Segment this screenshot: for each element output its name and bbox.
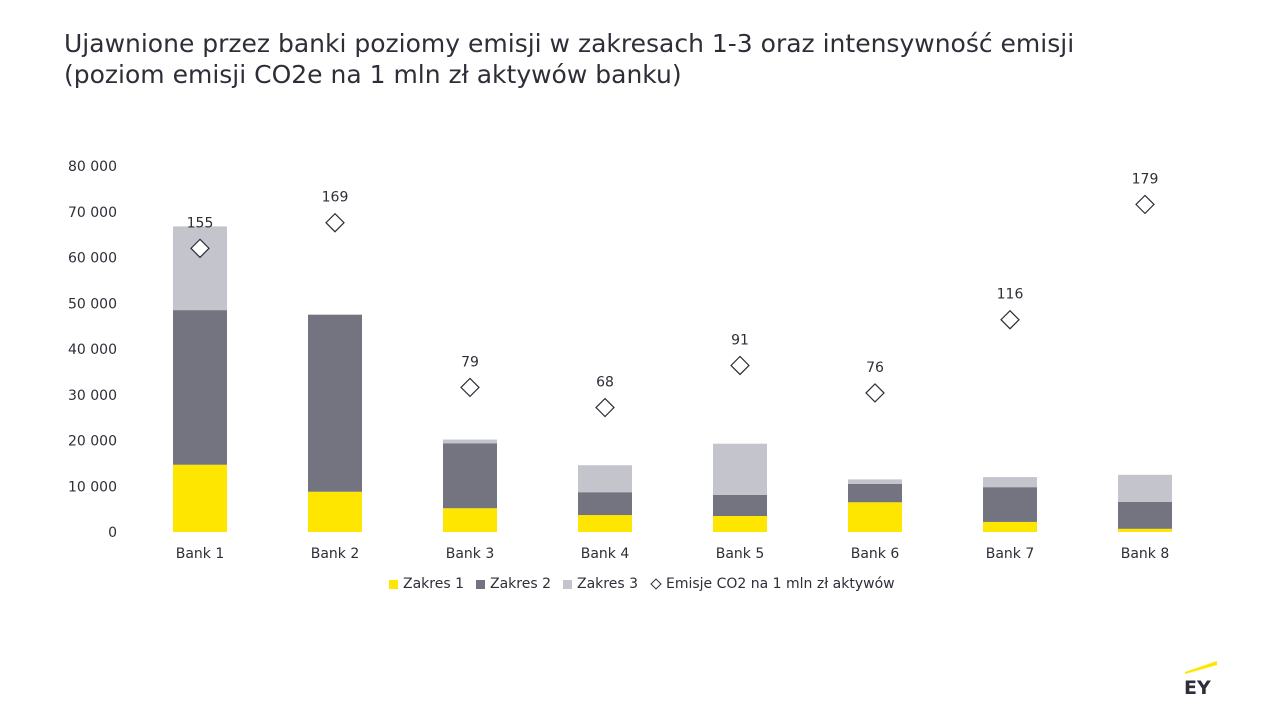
- legend-item-zakres-2: Zakres 2: [476, 576, 551, 592]
- bar-segment-zakres-3: [1118, 474, 1172, 502]
- bar-segment-zakres-3: [713, 443, 767, 495]
- bar-segment-zakres-1: [848, 502, 902, 532]
- diamond-marker: [190, 238, 210, 259]
- marker-data-label: 169: [322, 190, 349, 206]
- bar-segment-zakres-1: [578, 515, 632, 532]
- diamond-marker: [460, 377, 480, 398]
- legend-label-zakres-2: Zakres 2: [490, 576, 551, 592]
- diamond-marker: [1000, 309, 1020, 330]
- x-category-label: Bank 6: [851, 546, 900, 562]
- bar-segment-zakres-2: [848, 483, 902, 503]
- ey-logo: EY: [1184, 661, 1217, 696]
- ey-logo-beam: [1185, 661, 1217, 674]
- y-tick-label: 50 000: [68, 296, 117, 312]
- y-tick-label: 10 000: [68, 479, 117, 495]
- legend-item-emisje: Emisje CO2 na 1 mln zł aktywów: [650, 576, 895, 592]
- y-tick-label: 60 000: [68, 251, 117, 267]
- bar-segment-zakres-2: [578, 492, 632, 516]
- legend-item-zakres-3: Zakres 3: [563, 576, 638, 592]
- legend-item-zakres-1: Zakres 1: [389, 576, 464, 592]
- y-tick-label: 70 000: [68, 205, 117, 221]
- x-category-label: Bank 8: [1121, 546, 1170, 562]
- bar-segment-zakres-1: [713, 515, 767, 532]
- chart-title-line-2: (poziom emisji CO2e na 1 mln zł aktywów …: [64, 60, 682, 89]
- legend-label-emisje: Emisje CO2 na 1 mln zł aktywów: [666, 576, 895, 592]
- bar-segment-zakres-3: [443, 439, 497, 444]
- y-tick-label: 30 000: [68, 388, 117, 404]
- bar-segment-zakres-3: [983, 477, 1037, 488]
- marker-data-label: 91: [731, 332, 749, 348]
- diamond-marker: [730, 355, 750, 376]
- diamond-marker: [865, 383, 885, 403]
- bar-segment-zakres-3: [848, 479, 902, 484]
- chart-legend: Zakres 1 Zakres 2 Zakres 3 Emisje CO2 na…: [389, 575, 907, 593]
- chart-title-line-1: Ujawnione przez banki poziomy emisji w z…: [64, 29, 1075, 58]
- legend-swatch-zakres-2: [476, 579, 485, 589]
- marker-data-label: 155: [187, 215, 214, 231]
- marker-data-label: 116: [997, 287, 1024, 303]
- legend-swatch-zakres-3: [563, 579, 572, 589]
- x-category-label: Bank 2: [311, 546, 360, 562]
- diamond-marker: [595, 397, 615, 418]
- ey-logo-text: EY: [1184, 677, 1211, 696]
- bar-segment-zakres-1: [1118, 528, 1172, 532]
- bar-segment-zakres-1: [173, 464, 227, 532]
- y-tick-label: 80 000: [68, 159, 117, 175]
- x-category-label: Bank 1: [176, 546, 225, 562]
- bar-segment-zakres-2: [1118, 501, 1172, 529]
- legend-swatch-zakres-1: [389, 579, 398, 589]
- bar-segment-zakres-2: [173, 310, 227, 465]
- legend-label-zakres-1: Zakres 1: [403, 576, 464, 592]
- chart-title: Ujawnione przez banki poziomy emisji w z…: [64, 28, 1214, 90]
- x-category-label: Bank 3: [446, 546, 495, 562]
- marker-data-label: 68: [596, 375, 614, 391]
- marker-data-label: 79: [461, 354, 479, 370]
- diamond-marker: [325, 212, 345, 233]
- y-tick-label: 40 000: [68, 342, 117, 358]
- bar-segment-zakres-1: [308, 491, 362, 532]
- legend-label-zakres-3: Zakres 3: [577, 576, 638, 592]
- marker-data-label: 76: [866, 360, 884, 376]
- bar-segment-zakres-2: [308, 314, 362, 492]
- x-category-label: Bank 5: [716, 546, 765, 562]
- legend-diamond-icon: [650, 578, 662, 590]
- bar-segment-zakres-2: [443, 443, 497, 509]
- bar-segment-zakres-3: [578, 465, 632, 493]
- x-category-label: Bank 4: [581, 546, 630, 562]
- x-category-label: Bank 7: [986, 546, 1035, 562]
- marker-data-label: 179: [1132, 171, 1159, 187]
- bar-segment-zakres-1: [443, 508, 497, 532]
- bar-segment-zakres-2: [983, 487, 1037, 522]
- y-tick-label: 0: [108, 525, 117, 541]
- y-tick-label: 20 000: [68, 434, 117, 450]
- bar-segment-zakres-2: [713, 494, 767, 516]
- diamond-marker: [1135, 194, 1155, 215]
- bar-segment-zakres-1: [983, 521, 1037, 532]
